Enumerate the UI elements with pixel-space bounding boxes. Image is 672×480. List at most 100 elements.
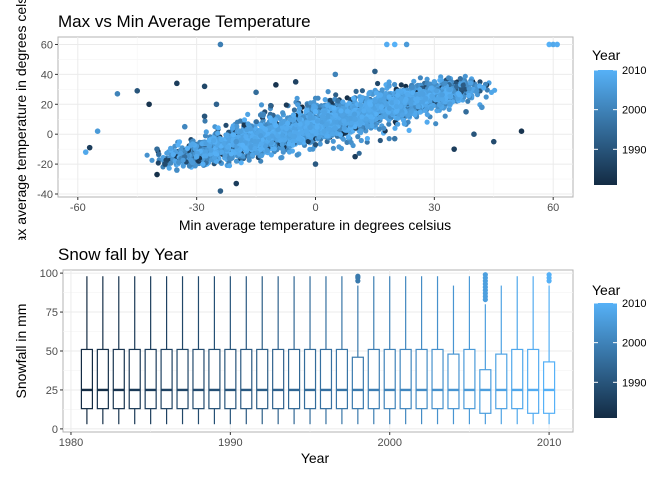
scatter-point [550, 41, 556, 48]
scatter-point [193, 153, 200, 160]
box-body [431, 348, 444, 410]
scatter-point [273, 122, 279, 128]
scatter-legend-ticks: 1990 2000 2010 [594, 65, 646, 156]
legend-label: 1990 [622, 377, 646, 389]
scatter-point [211, 155, 218, 161]
scatter-point [217, 188, 224, 194]
scatter-point [154, 146, 160, 152]
box-1998 [351, 273, 364, 425]
scatter-point [278, 120, 284, 126]
scatter-point [386, 79, 392, 85]
scatter-point [391, 41, 398, 48]
scatter-point [434, 108, 440, 114]
scatter-point [331, 105, 337, 111]
box-body [112, 348, 125, 410]
scatter-point [294, 95, 300, 101]
box-body [80, 348, 94, 410]
scatter-point [258, 158, 264, 164]
scatter-point [436, 102, 442, 108]
box-1996 [319, 276, 333, 425]
scatter-point [262, 143, 269, 149]
scatter-point [446, 106, 452, 112]
scatter-point [386, 105, 392, 111]
scatter-point [341, 118, 347, 124]
scatter-point [350, 95, 357, 101]
scatter-point [213, 101, 220, 108]
box-2004 [447, 285, 460, 425]
scatter-point [346, 100, 352, 106]
scatter-point [199, 141, 205, 147]
x-tick-label: -60 [70, 202, 86, 214]
scatter-point [290, 133, 296, 139]
box-2008 [511, 276, 524, 425]
scatter-point [415, 104, 421, 110]
scatter-point [303, 128, 310, 134]
scatter-point [275, 127, 281, 133]
scatter-point [322, 97, 328, 103]
scatter-point [314, 118, 320, 124]
scatter-point [403, 41, 410, 48]
scatter-point [339, 112, 346, 118]
scatter-point [330, 145, 336, 151]
scatter-point [324, 102, 330, 109]
scatter-point [424, 111, 430, 118]
scatter-point [471, 131, 477, 137]
scatter-point [286, 141, 292, 147]
scatter-point [181, 123, 188, 130]
box-1997 [335, 276, 349, 425]
scatter-point [236, 151, 242, 157]
box-body [495, 353, 508, 410]
scatter-point [254, 150, 260, 156]
legend-label: 2000 [622, 338, 646, 350]
boxplot-legend-ticks: 1990 2000 2010 [594, 298, 646, 389]
scatter-point [358, 128, 364, 134]
scatter-point [94, 128, 101, 135]
scatter-point [344, 108, 350, 114]
boxplot-x-ticks: 1980 1990 2000 2010 [59, 432, 561, 449]
scatter-point [392, 81, 398, 88]
scatter-point [465, 98, 471, 104]
scatter-point [341, 125, 347, 131]
scatter-point [282, 137, 288, 143]
scatter-point [271, 146, 277, 152]
scatter-point [350, 142, 356, 149]
scatter-point [483, 94, 489, 100]
box-body [542, 361, 556, 414]
scatter-point [321, 110, 328, 116]
box-1995 [303, 276, 317, 425]
scatter-point [229, 125, 236, 131]
scatter-point [490, 138, 497, 145]
scatter-point [366, 91, 372, 97]
scatter-point [226, 163, 233, 169]
box-body [160, 348, 173, 410]
box-body [415, 348, 428, 410]
scatter-point [395, 121, 401, 127]
scatter-point [114, 91, 121, 97]
scatter-point [283, 125, 289, 132]
scatter-point [244, 127, 250, 133]
box-body [463, 348, 476, 410]
scatter-point [313, 142, 319, 148]
scatter-point [433, 121, 439, 127]
scatter-point [352, 124, 358, 130]
box-body [351, 356, 364, 410]
scatter-point [174, 80, 180, 87]
legend-label: 2000 [622, 105, 646, 117]
scatter-point [414, 96, 420, 102]
scatter-point [294, 152, 300, 158]
scatter-point [201, 83, 208, 90]
scatter-point [286, 149, 292, 155]
scatter-point [369, 119, 375, 125]
scatter-point [428, 105, 434, 111]
scatter-point [358, 97, 364, 103]
scatter-point [424, 119, 430, 125]
scatter-point [395, 88, 401, 94]
scatter-point [222, 152, 228, 158]
scatter-point [433, 88, 440, 94]
scatter-point [304, 120, 310, 126]
scatter-point [462, 86, 468, 92]
scatter-point [376, 126, 382, 132]
scatter-point [375, 80, 381, 87]
scatter-point [429, 93, 435, 99]
box-outlier [482, 272, 488, 278]
